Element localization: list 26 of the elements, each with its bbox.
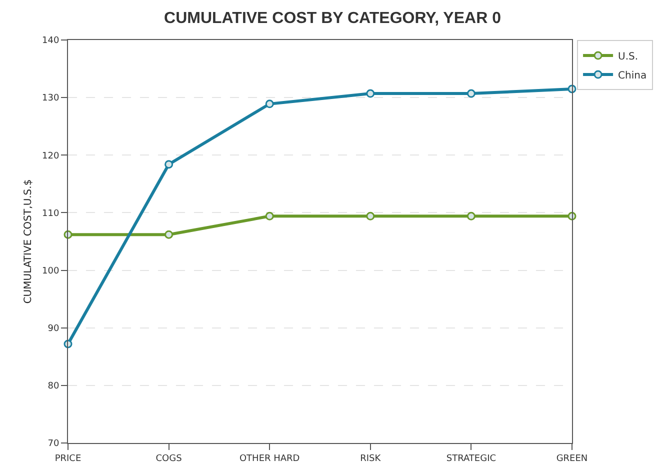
point (265, 212, 274, 220)
y-tick-label: 80 (48, 382, 60, 392)
y-tick-label: 140 (42, 36, 60, 46)
point (164, 160, 174, 169)
x-tick-label: RISK (360, 454, 382, 464)
y-tick-label: 130 (42, 94, 60, 104)
y-tick-label: 110 (42, 208, 60, 219)
point (366, 212, 375, 220)
y-tick-label: 100 (42, 266, 60, 276)
x-tick-label: COGS (156, 454, 182, 464)
x-tick-label: OTHER HARD (239, 454, 300, 464)
y-axis-title: CUMULATIVE COST,U.S.$ (23, 179, 34, 304)
legend-label: U.S. (618, 51, 638, 62)
chart-title: CUMULATIVE COST BY CATEGORY, YEAR 0 (164, 10, 502, 27)
point (366, 89, 375, 98)
y-tick-label: 120 (42, 151, 60, 162)
point (164, 230, 174, 239)
legend-label: China (618, 70, 647, 82)
y-tick-label: 90 (48, 324, 60, 334)
point (466, 89, 476, 98)
point (466, 212, 476, 220)
x-tick-label: PRICE (54, 454, 82, 464)
x-tick-label: GREEN (556, 454, 588, 464)
point (265, 100, 274, 108)
x-tick-label: STRATEGIC (446, 454, 496, 464)
y-tick-label: 70 (48, 439, 60, 450)
